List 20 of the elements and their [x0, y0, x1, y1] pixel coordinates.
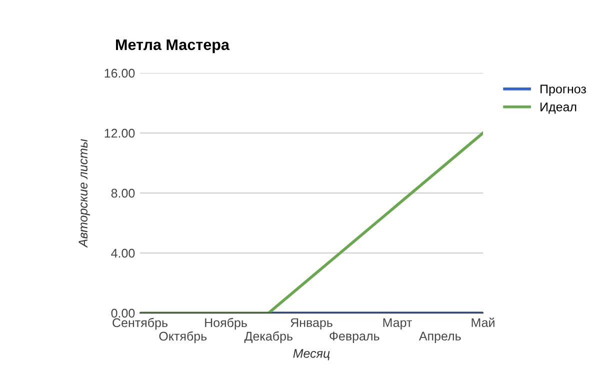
y-tick-label: 12.00: [104, 128, 135, 138]
x-tick-label: Апрель: [418, 332, 461, 343]
y-axis-title: Авторские листы: [78, 139, 90, 248]
y-tick-label: 0.00: [111, 308, 135, 318]
x-axis-title: Месяц: [293, 349, 330, 360]
x-tick-label: Март: [383, 318, 412, 330]
y-tick-label: 16.00: [104, 68, 135, 78]
y-tick-label: 4.00: [111, 248, 135, 258]
x-tick-label: Февраль: [330, 332, 380, 343]
x-tick-label: Октябрь: [159, 331, 207, 344]
x-tick-label: Май: [472, 318, 494, 328]
x-tick-label: Январь: [290, 318, 332, 330]
y-tick-label: 8.00: [111, 188, 135, 198]
line-series: [140, 132, 483, 313]
legend-label: Идеал: [540, 102, 576, 114]
x-tick-label: Сентябрь: [112, 318, 168, 330]
legend-label: Прогноз: [540, 84, 586, 96]
x-tick-label: Ноябрь: [205, 318, 247, 330]
chart-title: Метла Мастера: [116, 39, 230, 54]
x-tick-label: Декабрь: [244, 331, 292, 344]
